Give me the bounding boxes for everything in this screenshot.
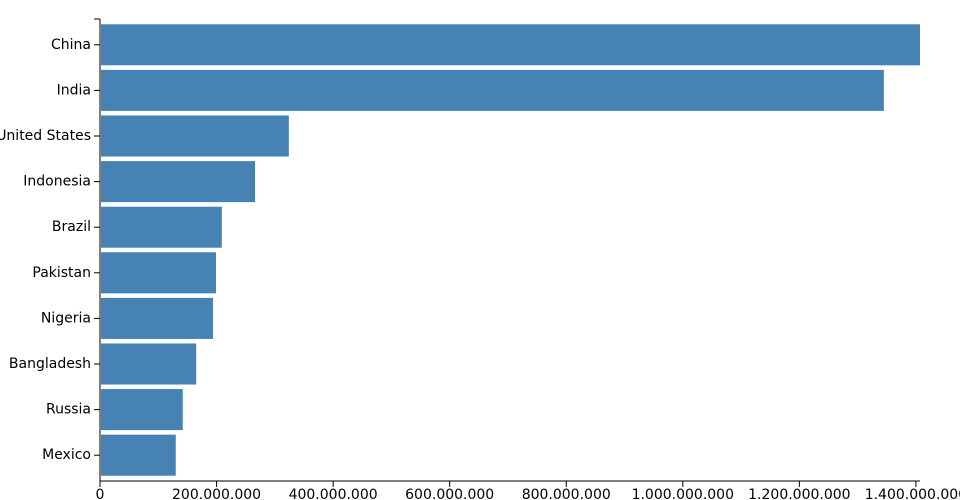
bar <box>101 69 884 111</box>
bar <box>101 24 920 66</box>
x-tick-label: 400.000.000 <box>289 487 378 500</box>
y-tick-label: Nigeria <box>41 310 91 326</box>
y-tick-label: Brazil <box>52 219 91 235</box>
bar <box>101 434 176 476</box>
x-tick-label: 200.000.000 <box>172 487 261 500</box>
y-tick-label: Indonesia <box>23 174 91 190</box>
bar <box>101 389 183 431</box>
y-tick-label: India <box>57 82 91 98</box>
x-tick-label: 0 <box>96 487 105 500</box>
x-tick-label: 1.000.000.000 <box>632 487 734 500</box>
x-tick-label: 600.000.000 <box>405 487 494 500</box>
bar <box>101 206 222 248</box>
bar <box>101 252 216 294</box>
bar <box>101 161 256 203</box>
y-tick-label: China <box>51 37 91 53</box>
y-tick-label: Bangladesh <box>9 356 91 372</box>
y-tick-label: United States <box>0 128 91 144</box>
bar <box>101 115 289 157</box>
y-tick-label: Mexico <box>42 447 91 463</box>
bar <box>101 343 197 385</box>
x-tick-label: 800.000.000 <box>522 487 611 500</box>
y-tick-label: Russia <box>46 402 91 418</box>
y-tick-label: Pakistan <box>32 265 91 281</box>
bar <box>101 297 214 339</box>
x-tick-label: 1.200.000.000 <box>748 487 850 500</box>
x-tick-label: 1.400.000.000 <box>865 487 960 500</box>
